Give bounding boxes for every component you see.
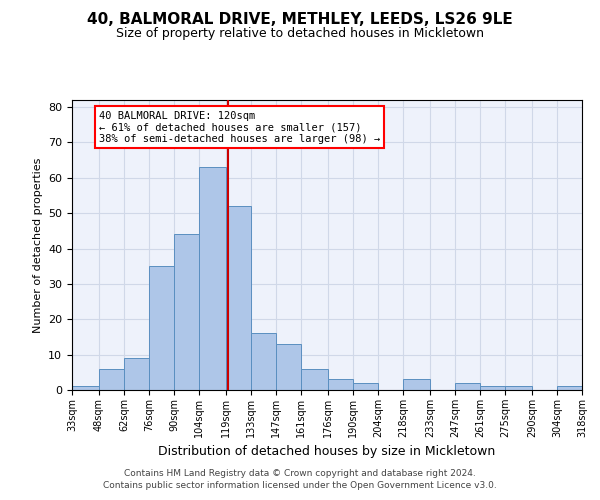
Bar (99, 369, 124, 390)
Text: 40 BALMORAL DRIVE: 120sqm
← 61% of detached houses are smaller (157)
38% of semi: 40 BALMORAL DRIVE: 120sqm ← 61% of detac… (99, 110, 380, 144)
Text: Contains public sector information licensed under the Open Government Licence v3: Contains public sector information licen… (103, 481, 497, 490)
Bar (174, 234, 199, 390)
X-axis label: Distribution of detached houses by size in Mickletown: Distribution of detached houses by size … (158, 446, 496, 458)
Bar (301, 369, 328, 390)
Bar (149, 266, 174, 390)
Bar (124, 358, 149, 390)
Bar (403, 380, 430, 390)
Bar (505, 386, 532, 390)
Bar (455, 383, 480, 390)
Y-axis label: Number of detached properties: Number of detached properties (32, 158, 43, 332)
Bar (557, 386, 582, 390)
Bar (226, 206, 251, 390)
Bar (328, 380, 353, 390)
Bar (480, 386, 505, 390)
Text: Size of property relative to detached houses in Mickletown: Size of property relative to detached ho… (116, 28, 484, 40)
Bar (72, 386, 99, 390)
Text: 40, BALMORAL DRIVE, METHLEY, LEEDS, LS26 9LE: 40, BALMORAL DRIVE, METHLEY, LEEDS, LS26… (87, 12, 513, 28)
Bar (199, 167, 226, 390)
Bar (353, 383, 378, 390)
Bar (251, 334, 276, 390)
Text: Contains HM Land Registry data © Crown copyright and database right 2024.: Contains HM Land Registry data © Crown c… (124, 468, 476, 477)
Bar (276, 344, 301, 390)
